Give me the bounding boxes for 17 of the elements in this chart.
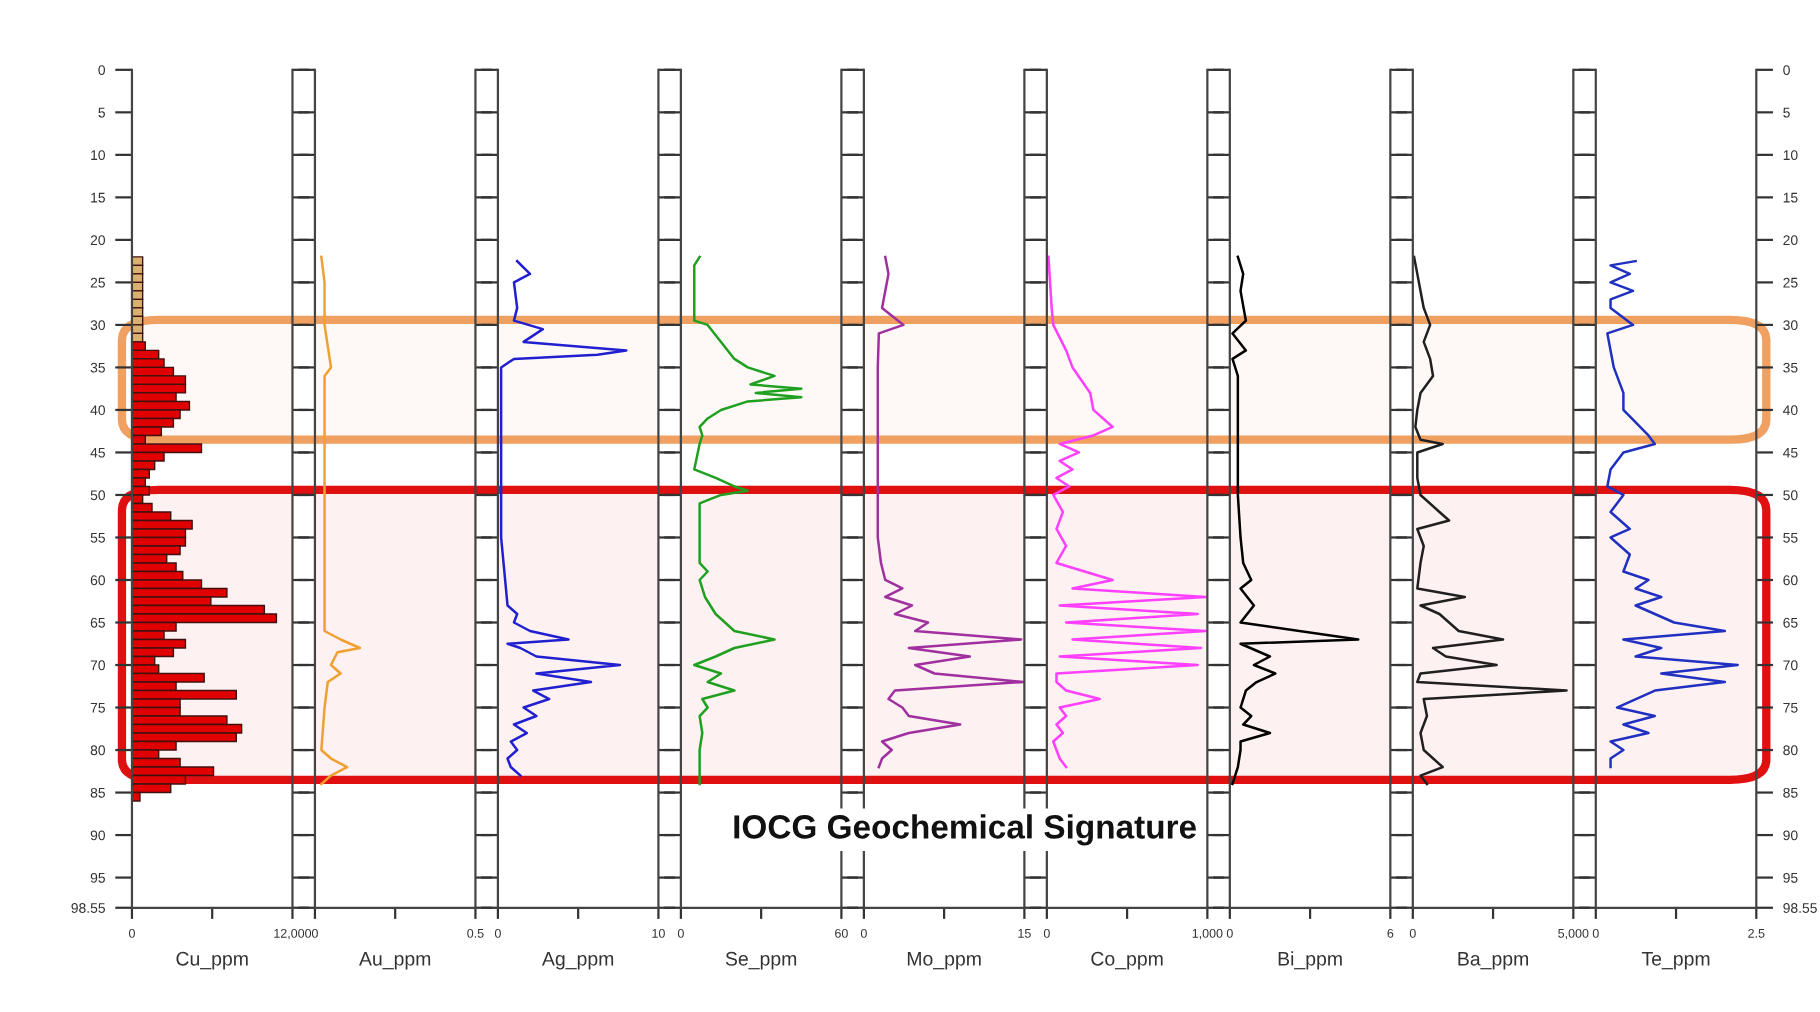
bar (131, 613, 278, 624)
x-axis-title: Ba_ppm (1458, 952, 1528, 970)
x-axis-title: Te_ppm (1641, 952, 1710, 970)
x-axis-title: Ag_ppm (541, 952, 614, 970)
x-axis-title: Co_ppm (1091, 951, 1163, 970)
bar (131, 562, 177, 573)
x-axis-title: Se_ppm (725, 951, 797, 970)
bar (131, 732, 237, 743)
x-axis-title: Bi_ppm (1278, 951, 1342, 970)
x-axis-title: Mo_ppm (907, 952, 981, 970)
annotation: IOCG Geochemical Signature (734, 814, 1196, 846)
bar (131, 766, 215, 777)
x-axis-title: Au_ppm (359, 952, 431, 970)
bar (131, 545, 181, 556)
x-axis-title: Cu_ppm (176, 951, 248, 970)
bar (131, 689, 237, 700)
bar (131, 443, 203, 454)
